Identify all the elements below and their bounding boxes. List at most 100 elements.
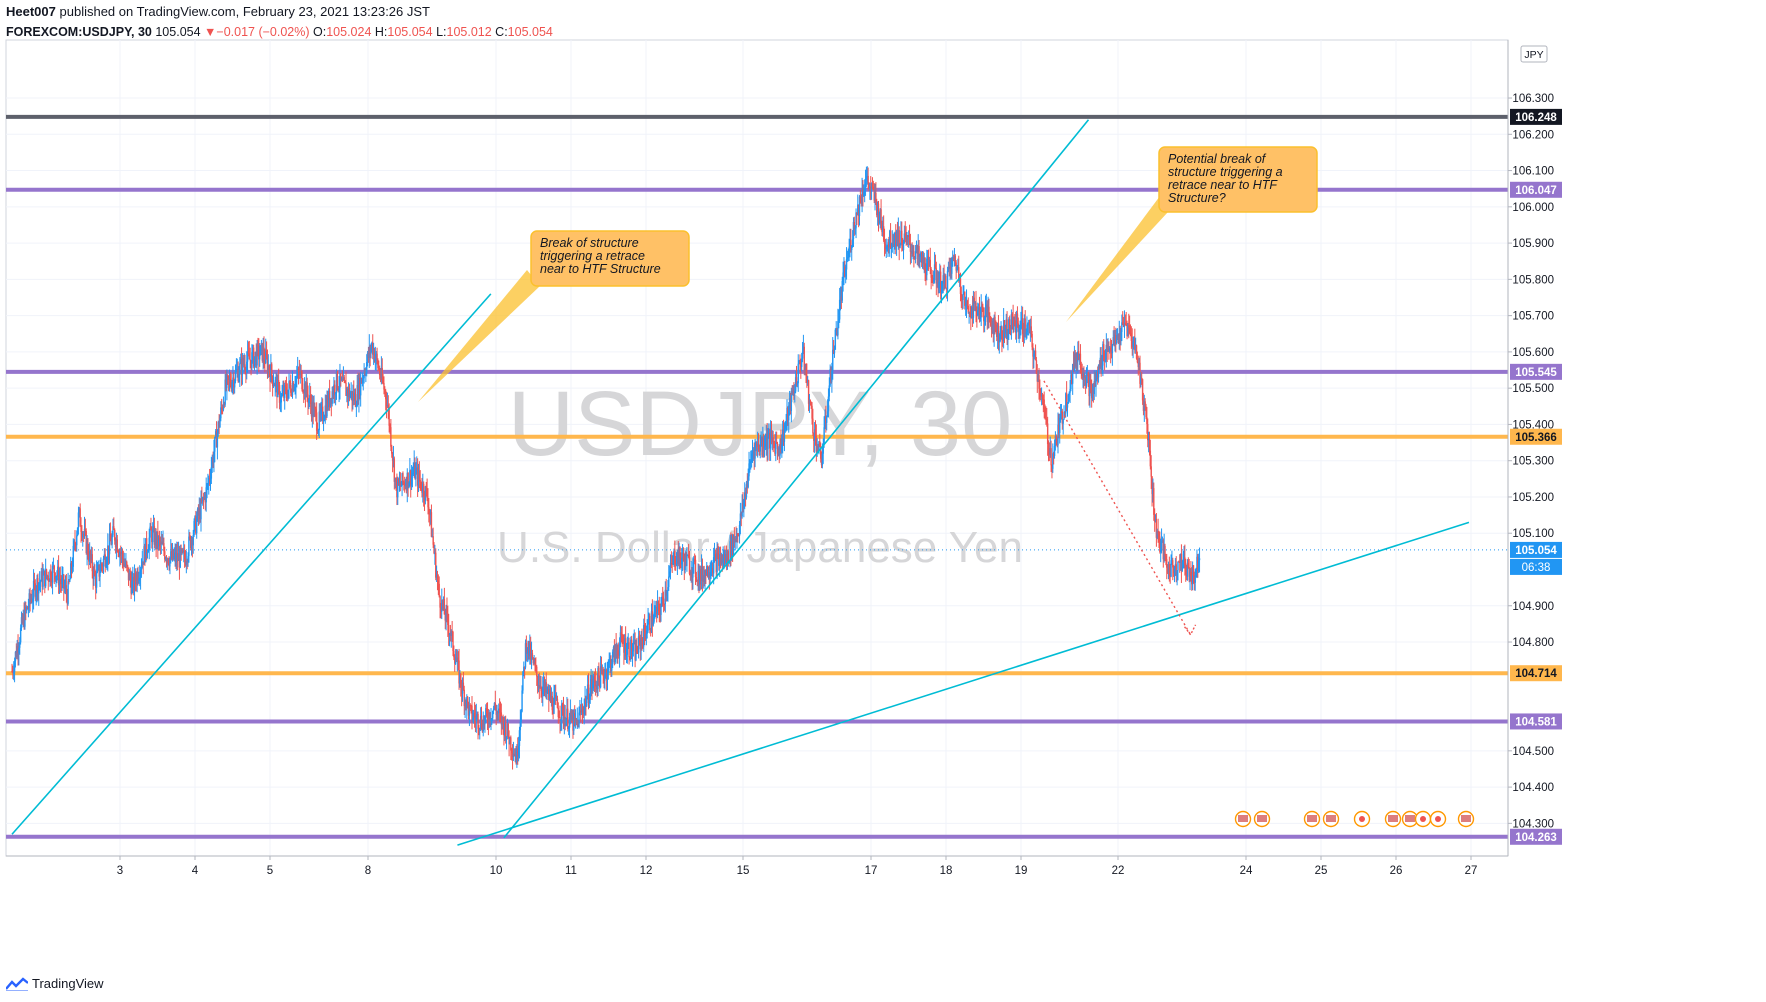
candle-body xyxy=(1044,409,1046,419)
candle-body xyxy=(928,259,931,261)
candle-body xyxy=(639,638,641,650)
candle-body xyxy=(57,566,59,576)
candle-body xyxy=(739,513,742,526)
candle-body xyxy=(838,299,841,320)
candle-body xyxy=(978,307,981,319)
candle-body xyxy=(129,573,131,581)
candle-body xyxy=(292,382,295,391)
horizontal-levels[interactable] xyxy=(6,114,1508,839)
candle-body xyxy=(618,654,620,656)
candle-body xyxy=(990,325,993,330)
time-tick-label: 5 xyxy=(267,865,273,877)
candle-body xyxy=(88,555,90,562)
candle-body xyxy=(315,408,317,413)
candle-body xyxy=(498,708,501,712)
candle-body xyxy=(932,277,934,282)
candle-body xyxy=(576,720,578,723)
candle-body xyxy=(620,632,623,635)
candle-body xyxy=(1090,379,1092,384)
candle-body xyxy=(1147,424,1149,441)
candle-body xyxy=(678,547,680,565)
candle-body xyxy=(59,578,62,582)
author-name[interactable]: Heet007 xyxy=(6,4,56,19)
candle-body xyxy=(679,547,681,558)
candle-body xyxy=(123,563,125,566)
candle-body xyxy=(536,676,539,686)
candle-body xyxy=(100,564,102,573)
event-dot-center xyxy=(1420,816,1426,822)
candle-body xyxy=(592,683,594,689)
candle-body xyxy=(800,364,802,368)
candle-body xyxy=(98,564,100,577)
candle-body xyxy=(364,372,366,374)
candle-body xyxy=(940,291,943,293)
candle-body xyxy=(65,585,68,594)
candle-body xyxy=(249,359,251,361)
candle-body xyxy=(955,262,957,271)
candle-body xyxy=(435,575,438,578)
candle-body xyxy=(447,625,450,636)
trend-lines[interactable] xyxy=(11,119,1470,846)
candle-body xyxy=(752,450,755,452)
level-price-tag xyxy=(1510,428,1562,445)
candle-body xyxy=(288,381,290,390)
candle-body xyxy=(1065,393,1068,408)
projection-line[interactable] xyxy=(1043,380,1197,637)
candle-body xyxy=(651,611,654,626)
candle-body xyxy=(704,570,706,582)
candle-body xyxy=(362,378,364,380)
callout-box xyxy=(530,230,690,287)
candle-body xyxy=(317,430,320,433)
candle-body xyxy=(107,545,110,555)
candle-body xyxy=(889,230,891,248)
candle-body xyxy=(936,278,938,284)
candle-body xyxy=(352,392,354,401)
candle-body xyxy=(1174,564,1177,568)
candle-body xyxy=(516,748,518,764)
candle-body xyxy=(212,457,214,463)
candle-body xyxy=(1051,465,1053,469)
candle-body xyxy=(183,551,185,553)
candle-body xyxy=(945,288,948,290)
candle-body xyxy=(852,221,855,240)
candle-body xyxy=(888,242,890,248)
candle-body xyxy=(512,753,515,757)
candle-body xyxy=(491,718,493,720)
candle-body xyxy=(1143,401,1146,411)
candle-body xyxy=(228,378,231,381)
level-price-text: 104.581 xyxy=(1515,716,1557,728)
candle-body xyxy=(193,521,195,536)
candle-body xyxy=(745,484,748,498)
candle-body xyxy=(490,718,492,722)
candle-body xyxy=(217,421,219,433)
price-tick-label: 104.500 xyxy=(1512,746,1554,758)
candle-body xyxy=(614,644,616,663)
candle-body xyxy=(589,687,591,700)
candle-body xyxy=(159,540,162,545)
candle-body xyxy=(680,557,682,565)
candle-body xyxy=(223,404,226,406)
candle-body xyxy=(826,417,828,423)
candle-body xyxy=(508,736,510,745)
candle-body xyxy=(303,392,305,394)
candle-body xyxy=(273,385,276,387)
candle-body xyxy=(229,378,232,385)
candle-body xyxy=(454,660,457,664)
symbol-label[interactable]: FOREXCOM:USDJPY, 30 xyxy=(6,25,152,39)
candle-body xyxy=(124,563,126,566)
footer[interactable]: TradingView xyxy=(6,976,104,991)
candle-body xyxy=(1146,417,1148,425)
candle-body xyxy=(188,536,190,557)
candle-body xyxy=(948,267,950,269)
candle-body xyxy=(599,666,602,688)
candle-body xyxy=(1109,347,1112,352)
candle-body xyxy=(1047,444,1050,451)
candle-body xyxy=(43,570,45,576)
candle-body xyxy=(743,500,745,508)
candle-body xyxy=(1097,371,1099,378)
candle-body xyxy=(989,318,992,326)
callout-text-line: structure triggering a xyxy=(1168,165,1283,179)
candle-body xyxy=(334,384,336,395)
